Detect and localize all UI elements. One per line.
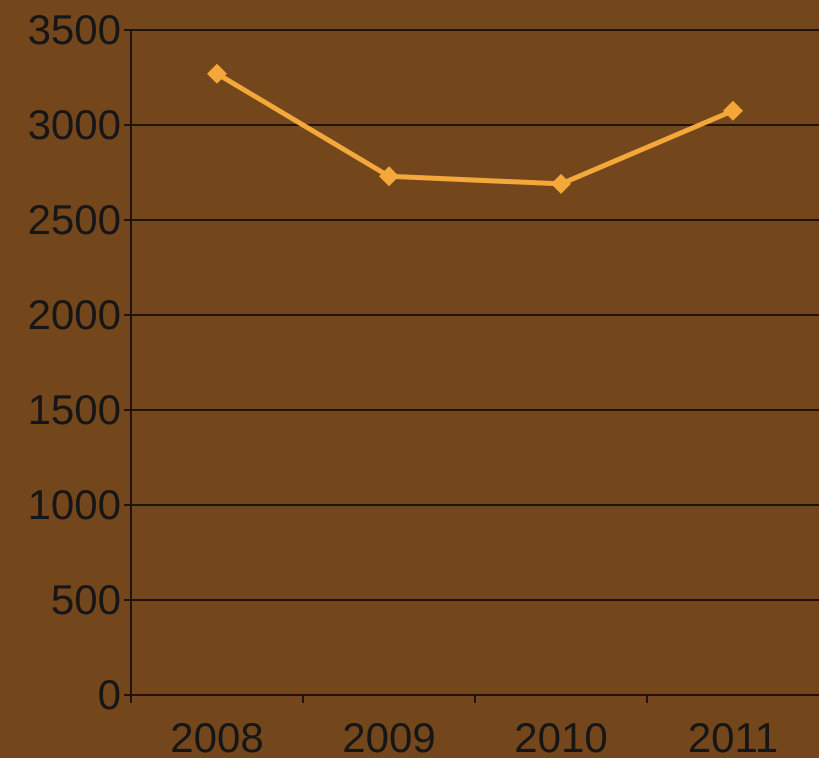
y-tick-label: 2500 xyxy=(28,196,121,243)
y-tick-label: 3000 xyxy=(28,101,121,148)
y-tick-label: 500 xyxy=(51,576,121,623)
y-tick-label: 1000 xyxy=(28,481,121,528)
x-tick-label: 2009 xyxy=(342,714,435,758)
x-tick-label: 2011 xyxy=(688,714,778,758)
y-tick-label: 1500 xyxy=(28,386,121,433)
y-axis-tick-labels: 0 500 1000 1500 2000 2500 3000 3500 xyxy=(28,6,121,718)
y-tick-label: 0 xyxy=(98,671,121,718)
x-tick-label: 2008 xyxy=(170,714,263,758)
data-point-diamond xyxy=(207,63,227,84)
x-axis-tick-labels: 2008 2009 2010 2011 xyxy=(170,714,778,758)
data-point-diamond xyxy=(379,166,399,187)
series-line-layer xyxy=(214,71,736,187)
x-tick-label: 2010 xyxy=(514,714,607,758)
data-point-markers xyxy=(207,63,743,194)
gridlines xyxy=(131,29,819,601)
y-tick-label: 2000 xyxy=(28,291,121,338)
axes xyxy=(124,29,819,703)
y-tick-label: 3500 xyxy=(28,6,121,53)
data-point-diamond xyxy=(551,173,571,194)
data-point-diamond xyxy=(723,100,743,121)
series-line xyxy=(214,71,736,187)
